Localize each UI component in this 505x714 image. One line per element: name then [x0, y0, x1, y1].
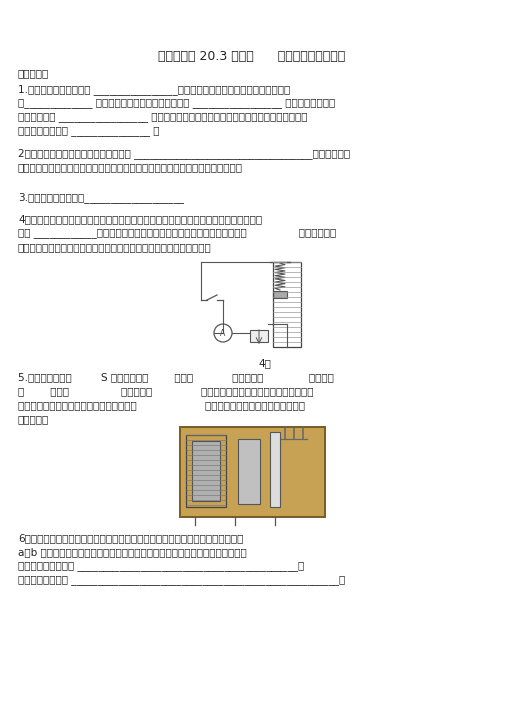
Text: 南北极可以由 _________________ 来控制，使用起来较方便，在电流一定时，螺线管的匝数: 南北极可以由 _________________ 来控制，使用起来较方便，在电流…: [18, 112, 308, 122]
Text: 2、电磁铁与普通磁铁相比的突出优点是 __________________________________（写出一个即: 2、电磁铁与普通磁铁相比的突出优点是 _____________________…: [18, 148, 350, 159]
Text: 路的通断。: 路的通断。: [18, 414, 49, 424]
Bar: [191, 441, 220, 501]
Bar: [270, 432, 279, 507]
Text: 6、如图是研究电磁铁的磁性强弱与哪些因素有关的实验示意图，小明同学选择了: 6、如图是研究电磁铁的磁性强弱与哪些因素有关的实验示意图，小明同学选择了: [18, 533, 243, 543]
Text: 越多，它的磁性越 _______________ 。: 越多，它的磁性越 _______________ 。: [18, 126, 160, 136]
Text: a、b 两个电磁铁进行了甲、乙、丙三次实验，电磁铁吸引钉的情况如题图所示，: a、b 两个电磁铁进行了甲、乙、丙三次实验，电磁铁吸引钉的情况如题图所示，: [18, 547, 247, 557]
Text: 由_____________ 来控制；电磁铁的磁性强弱可以由 _________________ 来控制；电磁铁的: 由_____________ 来控制；电磁铁的磁性强弱可以由 _________…: [18, 98, 335, 108]
Bar: [237, 439, 260, 504]
Text: 九年级物理 20.3 电磁铁      电磁继电器同步练习: 九年级物理 20.3 电磁铁 电磁继电器同步练习: [159, 50, 345, 63]
Text: 3.电磁继电器的优点：___________________: 3.电磁继电器的优点：___________________: [18, 192, 184, 203]
Text: 比较图丙可以得出 ___________________________________________________。: 比较图丙可以得出 _______________________________…: [18, 575, 345, 585]
Bar: [273, 291, 287, 298]
Bar: [250, 330, 268, 342]
Text: 可）。电磁铁在生产和生活中的应用很多，在电炉、电铃、电灯中，用到电磁铁的: 可）。电磁铁在生产和生活中的应用很多，在电炉、电铃、电灯中，用到电磁铁的: [18, 162, 243, 172]
Text: 由图甲，乙可以得出 __________________________________________；: 由图甲，乙可以得出 ______________________________…: [18, 561, 304, 571]
Text: ；如果其他条件不变，仅只是将电源的正负极调换了一下，发生变化的: ；如果其他条件不变，仅只是将电源的正负极调换了一下，发生变化的: [18, 242, 212, 252]
Text: 一、填空题: 一、填空题: [18, 68, 49, 78]
Text: A: A: [220, 328, 226, 338]
Bar: [185, 435, 226, 507]
Text: 1.内部带铁心的螺线管叫 ________________，电磁铁的优点很多，它的磁性有无可以: 1.内部带铁心的螺线管叫 ________________，电磁铁的优点很多，它…: [18, 84, 290, 95]
Bar: [273, 262, 301, 347]
Text: 路，就可以实现利用控制低压电路的通断来                     （填：直接或间接）控制高压工作电: 路，就可以实现利用控制低压电路的通断来 （填：直接或间接）控制高压工作电: [18, 400, 305, 410]
Text: 长度 ____________；当他将滑动变阻器的滑片向左滑动时，电流表的示数                ，弹簧的长度: 长度 ____________；当他将滑动变阻器的滑片向左滑动时，电流表的示数 …: [18, 228, 336, 238]
Text: 4题: 4题: [259, 358, 272, 368]
Text: 5.控制电路的开关         S 闭合，电磁铁        磁性，            衔铁、触点              分离、触: 5.控制电路的开关 S 闭合，电磁铁 磁性， 衔铁、触点 分离、触: [18, 372, 334, 382]
Text: 4、某同学的实验装置如题图所示，弹簧下端吊的是铁块，当此将开关闭合以后，弹簧的: 4、某同学的实验装置如题图所示，弹簧下端吊的是铁块，当此将开关闭合以后，弹簧的: [18, 214, 262, 224]
FancyBboxPatch shape: [179, 427, 325, 517]
Text: 占        报触，                停止工作，               开始工作；如果右边的工作电路是高压电: 占 报触， 停止工作， 开始工作；如果右边的工作电路是高压电: [18, 386, 314, 396]
